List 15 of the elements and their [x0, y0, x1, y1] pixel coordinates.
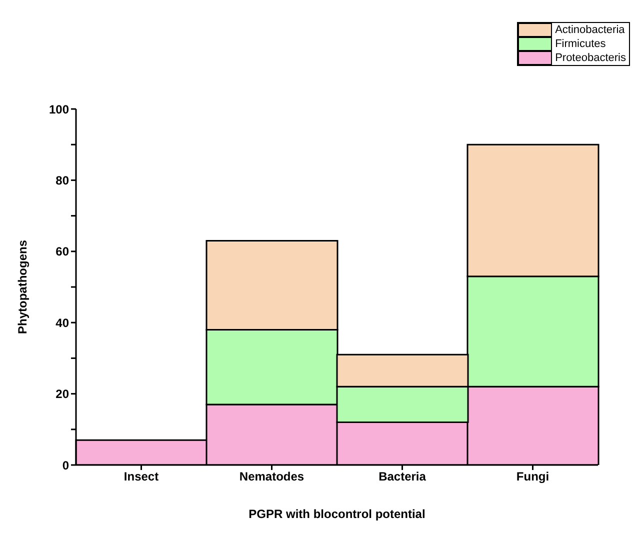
legend-label: Proteobacteris	[555, 52, 627, 64]
x-tick-label: Nematodes	[239, 470, 304, 484]
legend-label: Actinobacteria	[555, 24, 626, 36]
x-axis-title: PGPR with blocontrol potential	[248, 507, 426, 521]
y-tick-label: 100	[48, 102, 70, 116]
y-tick-label: 20	[56, 387, 70, 402]
x-tick-label: Fungi	[516, 470, 550, 484]
y-tick-label: 60	[56, 244, 70, 259]
y-tick-label: 0	[62, 458, 70, 472]
x-tick-label: Insect	[124, 470, 159, 484]
y-axis-title: Phytopathogens	[15, 240, 30, 334]
x-tick-label: Bacteria	[378, 470, 426, 484]
legend-label: Firmicutes	[555, 38, 607, 50]
y-tick-label: 80	[56, 173, 70, 188]
y-tick-label: 40	[56, 316, 70, 330]
